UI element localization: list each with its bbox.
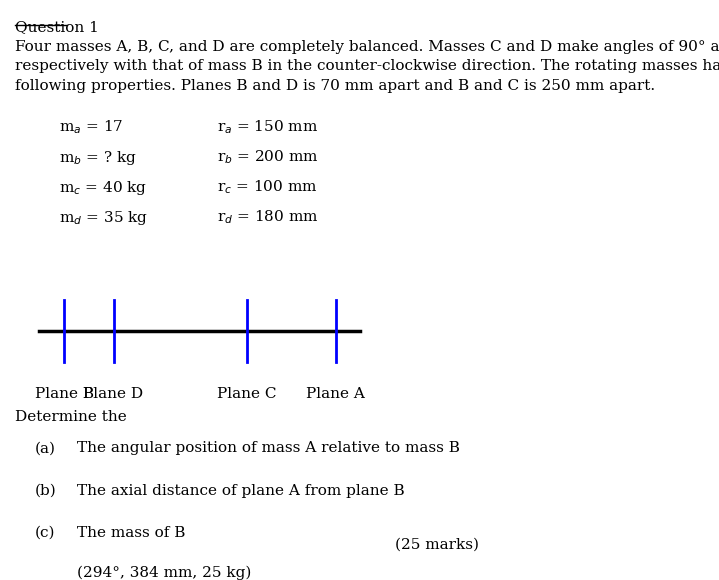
- Text: Determine the: Determine the: [15, 410, 127, 424]
- Text: Question 1: Question 1: [15, 20, 99, 34]
- Text: (25 marks): (25 marks): [395, 538, 479, 552]
- Text: r$_b$ = 200 mm: r$_b$ = 200 mm: [217, 148, 319, 166]
- Text: (294°, 384 mm, 25 kg): (294°, 384 mm, 25 kg): [76, 566, 251, 580]
- Text: (b): (b): [35, 484, 56, 498]
- Text: Plane A: Plane A: [306, 387, 365, 401]
- Text: (a): (a): [35, 441, 55, 455]
- Text: r$_a$ = 150 mm: r$_a$ = 150 mm: [217, 119, 319, 136]
- Text: Plane B: Plane B: [35, 387, 93, 401]
- Text: Plane C: Plane C: [217, 387, 277, 401]
- Text: Plane D: Plane D: [83, 387, 144, 401]
- Text: (c): (c): [35, 526, 55, 540]
- Text: The angular position of mass A relative to mass B: The angular position of mass A relative …: [76, 441, 459, 455]
- Text: The mass of B: The mass of B: [76, 526, 185, 540]
- Text: Four masses A, B, C, and D are completely balanced. Masses C and D make angles o: Four masses A, B, C, and D are completel…: [15, 39, 719, 93]
- Text: r$_d$ = 180 mm: r$_d$ = 180 mm: [217, 209, 319, 226]
- Text: m$_d$ = 35 kg: m$_d$ = 35 kg: [59, 209, 148, 227]
- Text: m$_c$ = 40 kg: m$_c$ = 40 kg: [59, 179, 147, 197]
- Text: m$_a$ = 17: m$_a$ = 17: [59, 119, 124, 136]
- Text: The axial distance of plane A from plane B: The axial distance of plane A from plane…: [76, 484, 404, 498]
- Text: m$_b$ = ? kg: m$_b$ = ? kg: [59, 148, 137, 167]
- Text: r$_c$ = 100 mm: r$_c$ = 100 mm: [217, 179, 318, 197]
